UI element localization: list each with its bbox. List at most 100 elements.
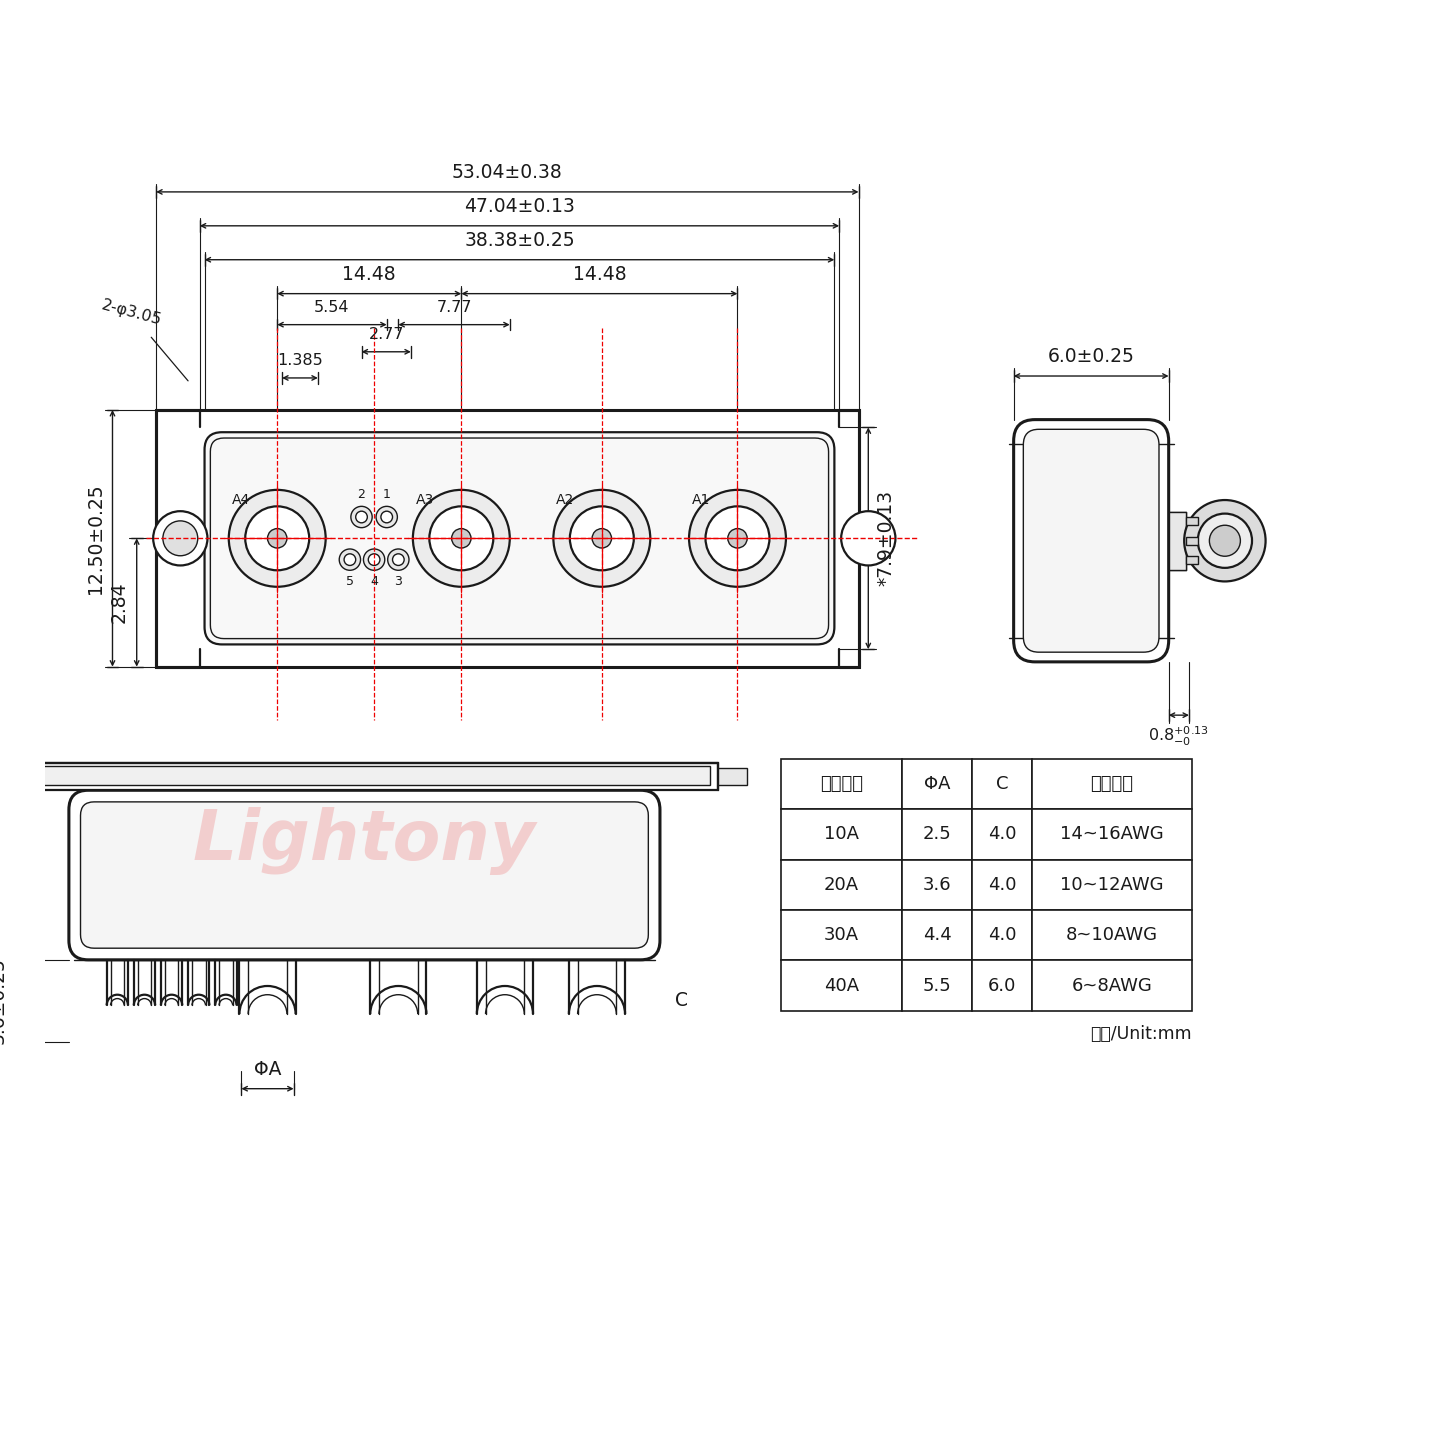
Text: 40A: 40A [824, 976, 860, 995]
Text: C: C [674, 991, 687, 1009]
Circle shape [429, 507, 494, 570]
Bar [10, 763, 719, 791]
Circle shape [553, 490, 651, 586]
Circle shape [452, 528, 471, 549]
FancyBboxPatch shape [1024, 429, 1159, 652]
Bar [1032, 910, 1192, 960]
Text: A2: A2 [556, 492, 575, 507]
Text: 4: 4 [370, 575, 379, 588]
Circle shape [688, 490, 786, 586]
Circle shape [340, 549, 360, 570]
FancyBboxPatch shape [204, 432, 834, 645]
Bar [903, 910, 972, 960]
Circle shape [163, 521, 197, 556]
Text: 5: 5 [346, 575, 354, 588]
Bar [1169, 511, 1187, 570]
Text: 53.04±0.38: 53.04±0.38 [452, 163, 563, 183]
Circle shape [245, 507, 310, 570]
Text: *7.9±0.13: *7.9±0.13 [876, 490, 896, 586]
Bar [780, 910, 903, 960]
FancyBboxPatch shape [1014, 419, 1169, 662]
Circle shape [363, 549, 384, 570]
Circle shape [268, 528, 287, 549]
Circle shape [1210, 526, 1240, 556]
Bar [972, 809, 1032, 860]
Bar [19, 766, 710, 785]
Text: 4.0: 4.0 [988, 926, 1017, 945]
Text: 4.0: 4.0 [988, 876, 1017, 894]
Text: 2.84: 2.84 [109, 582, 130, 624]
Circle shape [706, 507, 769, 570]
Text: 8~10AWG: 8~10AWG [1066, 926, 1158, 945]
Bar [780, 960, 903, 1011]
Circle shape [351, 507, 372, 527]
Text: Lightony: Lightony [193, 808, 536, 876]
Circle shape [356, 511, 367, 523]
FancyBboxPatch shape [210, 438, 828, 638]
Circle shape [1198, 514, 1251, 567]
Bar [903, 960, 972, 1011]
Bar [1032, 860, 1192, 910]
Text: 38.38±0.25: 38.38±0.25 [464, 230, 575, 251]
Bar [156, 410, 858, 667]
Text: 47.04±0.13: 47.04±0.13 [464, 197, 575, 216]
Bar [1032, 759, 1192, 809]
Text: 2.77: 2.77 [369, 327, 405, 343]
Text: 单位/Unit:mm: 单位/Unit:mm [1090, 1025, 1192, 1043]
Bar [1032, 960, 1192, 1011]
Text: ΦA: ΦA [253, 1060, 281, 1079]
Text: 7.77: 7.77 [436, 300, 472, 315]
Text: 3: 3 [395, 575, 402, 588]
Bar [972, 860, 1032, 910]
Text: A4: A4 [232, 492, 251, 507]
Text: 3.6: 3.6 [923, 876, 952, 894]
Text: 20A: 20A [824, 876, 860, 894]
Text: $0.8^{+0.13}_{-0}$: $0.8^{+0.13}_{-0}$ [1148, 724, 1210, 747]
Circle shape [376, 507, 397, 527]
Bar [903, 759, 972, 809]
Bar [903, 860, 972, 910]
Text: 5.5: 5.5 [923, 976, 952, 995]
Text: 14.48: 14.48 [343, 265, 396, 284]
Circle shape [387, 549, 409, 570]
Bar [780, 809, 903, 860]
Text: 6.0: 6.0 [988, 976, 1017, 995]
Text: 2-φ3.05: 2-φ3.05 [101, 297, 164, 327]
Circle shape [841, 511, 896, 566]
FancyBboxPatch shape [69, 791, 660, 960]
Circle shape [727, 528, 747, 549]
Bar [719, 768, 747, 785]
Bar [972, 910, 1032, 960]
Bar [1187, 517, 1198, 526]
Text: C: C [996, 775, 1008, 793]
Bar [1187, 537, 1198, 544]
Text: 6~8AWG: 6~8AWG [1071, 976, 1152, 995]
Text: 线材规格: 线材规格 [1090, 775, 1133, 793]
Text: 30A: 30A [824, 926, 860, 945]
Text: 14~16AWG: 14~16AWG [1060, 825, 1164, 844]
Text: A3: A3 [416, 492, 433, 507]
Circle shape [369, 554, 380, 566]
Text: 6.0±0.25: 6.0±0.25 [1048, 347, 1135, 366]
Bar [903, 809, 972, 860]
Circle shape [413, 490, 510, 586]
Circle shape [153, 511, 207, 566]
Circle shape [592, 528, 612, 549]
Circle shape [393, 554, 405, 566]
Circle shape [1184, 500, 1266, 582]
Text: 10~12AWG: 10~12AWG [1060, 876, 1164, 894]
Bar [0, 768, 10, 785]
Text: A1: A1 [693, 492, 710, 507]
Text: 额定电流: 额定电流 [821, 775, 863, 793]
Text: 10A: 10A [824, 825, 860, 844]
Text: 2: 2 [357, 488, 366, 501]
Text: 3.6±0.25: 3.6±0.25 [0, 958, 7, 1044]
Text: 12.50±0.25: 12.50±0.25 [86, 482, 105, 593]
Text: 14.48: 14.48 [573, 265, 626, 284]
Bar [780, 860, 903, 910]
Circle shape [229, 490, 325, 586]
Text: 2.5: 2.5 [923, 825, 952, 844]
Circle shape [344, 554, 356, 566]
Circle shape [570, 507, 634, 570]
Bar [1187, 556, 1198, 564]
